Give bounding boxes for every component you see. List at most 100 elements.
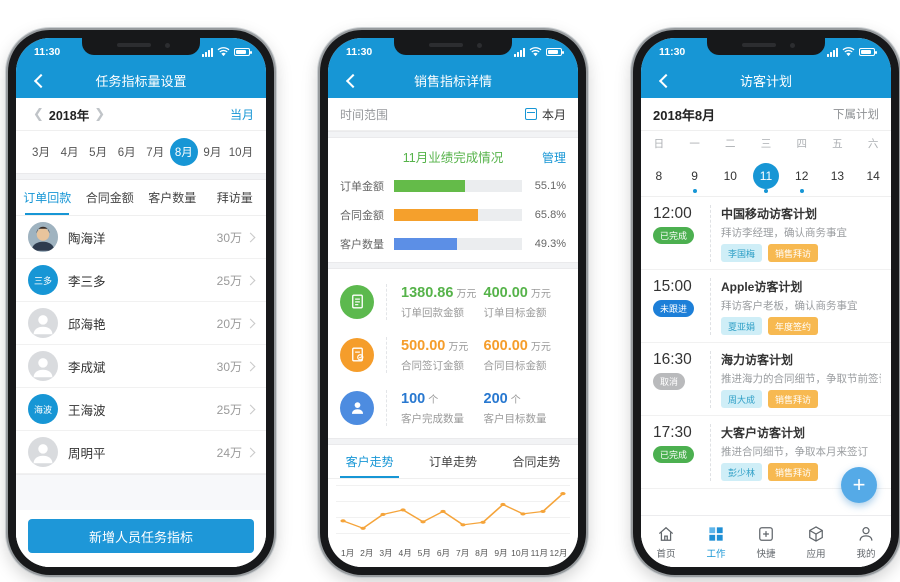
add-person-task-button[interactable]: 新增人员任务指标: [28, 519, 254, 553]
tab-order-payment[interactable]: 订单回款: [16, 180, 79, 215]
home-icon: [658, 526, 674, 541]
back-button[interactable]: [29, 70, 51, 92]
month-cell[interactable]: 10月: [228, 147, 254, 159]
back-button[interactable]: [341, 70, 363, 92]
tab-customer-count[interactable]: 客户数量: [148, 191, 197, 205]
tab-shortcut[interactable]: 快捷: [741, 516, 791, 567]
type-tag: 销售拜访: [768, 244, 819, 262]
weekday-header: 日一二三四五六: [653, 137, 879, 150]
date-cell[interactable]: 13: [830, 168, 845, 183]
timeline-entry[interactable]: 16:30 取消 海力访客计划 推进海力的合同细节，争取节前签订 周大成 销售拜访: [641, 343, 891, 416]
tab-contract-trend[interactable]: 合同走势: [512, 455, 561, 469]
month-cell-selected[interactable]: 8月: [169, 138, 198, 166]
entry-title: Apple访客计划: [721, 280, 803, 294]
progress-percent: 55.1%: [534, 179, 566, 192]
stat-value: 200: [483, 390, 508, 407]
progress-fill: [394, 179, 465, 192]
tab-home[interactable]: 首页: [641, 516, 691, 567]
performance-section: 11月业绩完成情况 管理 订单金额 55.1% 合同金额 65.8% 客: [328, 138, 578, 262]
chevron-right-icon: [245, 447, 256, 457]
status-time: 11:30: [34, 46, 61, 58]
back-button[interactable]: [654, 70, 676, 92]
progress-label: 客户数量: [340, 238, 384, 251]
battery-icon: [234, 48, 252, 56]
year-selector: ❮ 2018年 ❯ 当月: [16, 98, 266, 131]
subordinate-plan-link[interactable]: 下属计划: [833, 109, 879, 121]
tab-order-trend[interactable]: 订单走势: [428, 455, 477, 469]
date-cell-has-events[interactable]: 9: [677, 155, 713, 196]
phone-task-settings: 11:30 任务指标量设置 ❮ 2018年 ❯ 当月: [8, 30, 274, 575]
month-cell[interactable]: 3月: [32, 147, 50, 159]
entry-time: 16:30: [653, 351, 692, 368]
date-cell-has-events[interactable]: 12: [784, 155, 820, 196]
person-name: 王海波: [68, 403, 106, 418]
current-month-link[interactable]: 当月: [229, 107, 254, 122]
person-row[interactable]: 李成斌 30万: [16, 345, 266, 388]
year-next-button[interactable]: ❯: [94, 106, 106, 121]
stat-row-order: 1380.86 万元 订单回款金额 400.00 万元 订单目标金额: [340, 275, 566, 328]
month-cell[interactable]: 6月: [117, 147, 136, 159]
progress-track: [394, 237, 522, 250]
tab-apps[interactable]: 应用: [791, 516, 841, 567]
tab-work-active[interactable]: 工作: [691, 516, 741, 567]
stat-value: 500.00: [401, 337, 446, 354]
tab-contract-amount[interactable]: 合同金额: [85, 191, 134, 205]
progress-label: 合同金额: [340, 209, 384, 222]
person-row[interactable]: 海波 王海波 25万: [16, 388, 266, 431]
tab-visit-count[interactable]: 拜访量: [216, 191, 253, 205]
customer-icon: [340, 390, 374, 425]
date-cell[interactable]: 8: [655, 168, 663, 183]
section-divider: [328, 262, 578, 269]
list-end-filler: [16, 474, 266, 510]
month-cell[interactable]: 7月: [146, 147, 165, 159]
time-range-selector[interactable]: 时间范围 本月: [328, 98, 578, 131]
stat-unit: 个: [510, 394, 521, 406]
person-row[interactable]: 陶海洋 30万: [16, 216, 266, 259]
person-value: 25万: [216, 273, 242, 288]
tab-customer-trend[interactable]: 客户走势: [328, 445, 411, 478]
time-range-label: 时间范围: [340, 107, 389, 122]
manage-link[interactable]: 管理: [541, 151, 566, 165]
bottom-tab-bar: 首页 工作 快捷 应用: [641, 515, 891, 567]
add-plan-fab-button[interactable]: +: [841, 467, 877, 503]
timeline-entry[interactable]: 12:00 已完成 中国移动访客计划 拜访李经理，确认商务事宜 李国梅 销售拜访: [641, 197, 891, 270]
type-tag: 销售拜访: [768, 463, 819, 481]
person-name: 陶海洋: [68, 231, 106, 246]
date-cell-selected[interactable]: 11: [748, 155, 784, 196]
avatar-placeholder-icon: [28, 351, 58, 381]
person-row[interactable]: 邱海艳 20万: [16, 302, 266, 345]
wifi-icon: [529, 47, 542, 57]
tab-me[interactable]: 我的: [841, 516, 891, 567]
progress-fill: [394, 208, 479, 221]
date-cell[interactable]: 10: [723, 168, 737, 183]
phone-notch: [82, 38, 200, 55]
timeline-entry[interactable]: 15:00 未跟进 Apple访客计划 拜访客户老板，确认商务事宜 夏亚娟 年度签…: [641, 270, 891, 343]
order-doc-icon: [340, 284, 374, 319]
status-time: 11:30: [346, 46, 373, 58]
progress-row: 合同金额 65.8%: [340, 200, 566, 229]
timeline-entry[interactable]: 17:30 已完成 大客户访客计划 推进合同细节，争取本月来签订 彭少林 销售拜访: [641, 416, 891, 489]
wifi-icon: [217, 47, 230, 57]
year-prev-button[interactable]: ❮: [33, 106, 44, 121]
person-row[interactable]: 周明平 24万: [16, 431, 266, 474]
performance-title: 11月业绩完成情况: [402, 151, 504, 165]
progress-track: [394, 179, 522, 192]
month-cell[interactable]: 5月: [89, 147, 108, 159]
plus-square-icon: [759, 526, 773, 541]
trend-tabs: 客户走势 订单走势 合同走势: [328, 445, 578, 479]
entry-title: 海力访客计划: [721, 353, 794, 367]
date-cell[interactable]: 14: [866, 168, 880, 183]
status-badge-done: 已完成: [653, 446, 695, 463]
stat-unit: 万元: [448, 341, 469, 353]
month-cell[interactable]: 4月: [60, 147, 79, 159]
stat-value: 600.00: [483, 337, 528, 354]
progress-percent: 49.3%: [534, 237, 566, 250]
progress-fill: [394, 237, 458, 250]
progress-label: 订单金额: [340, 180, 384, 193]
month-cell[interactable]: 9月: [203, 147, 222, 159]
chevron-right-icon: [245, 361, 256, 371]
person-row[interactable]: 三多 李三多 25万: [16, 259, 266, 302]
stat-unit: 万元: [530, 288, 551, 300]
status-time: 11:30: [659, 46, 686, 58]
